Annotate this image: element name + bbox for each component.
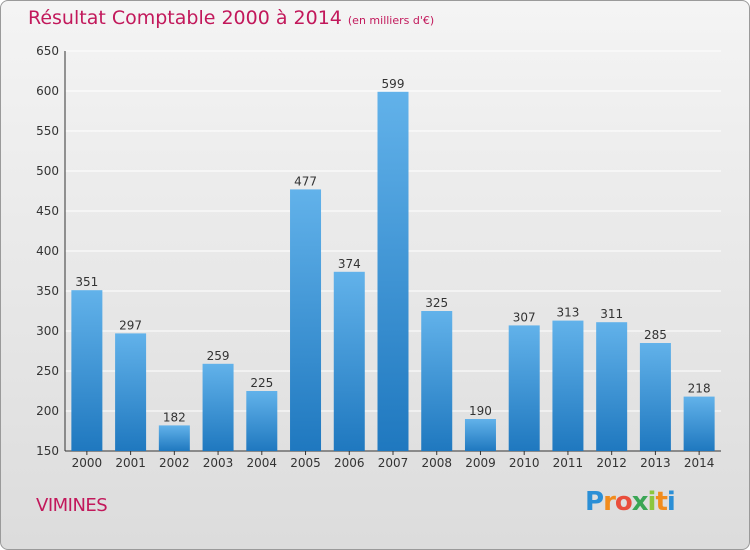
logo-letter: o bbox=[614, 487, 633, 517]
x-tick-label: 2013 bbox=[640, 456, 671, 470]
y-tick-label: 200 bbox=[36, 404, 59, 418]
bar bbox=[683, 396, 715, 451]
bar bbox=[377, 91, 409, 452]
logo-letter: r bbox=[603, 487, 616, 517]
bar bbox=[158, 425, 190, 451]
x-tick-label: 2008 bbox=[421, 456, 452, 470]
y-tick-label: 450 bbox=[36, 204, 59, 218]
bar bbox=[421, 311, 453, 451]
y-tick-label: 650 bbox=[36, 44, 59, 58]
x-tick-label: 2002 bbox=[159, 456, 190, 470]
x-tick-label: 2014 bbox=[684, 456, 715, 470]
bar bbox=[290, 189, 322, 451]
bar bbox=[596, 322, 628, 451]
data-label: 297 bbox=[119, 318, 142, 332]
bar bbox=[333, 271, 365, 451]
data-label: 374 bbox=[338, 257, 361, 271]
bar bbox=[639, 343, 671, 451]
x-tick-label: 2000 bbox=[72, 456, 103, 470]
x-tick-label: 2003 bbox=[203, 456, 234, 470]
x-tick-label: 2012 bbox=[596, 456, 627, 470]
bar bbox=[115, 333, 147, 451]
y-tick-label: 250 bbox=[36, 364, 59, 378]
y-tick-label: 150 bbox=[36, 444, 59, 458]
chart-subtitle: (en milliers d'€) bbox=[347, 14, 435, 27]
data-label: 225 bbox=[250, 376, 273, 390]
chart-title: Résultat Comptable 2000 à 2014 (en millie… bbox=[28, 7, 434, 29]
data-label: 259 bbox=[207, 349, 230, 363]
x-tick-label: 2004 bbox=[247, 456, 278, 470]
y-tick-label: 350 bbox=[36, 284, 59, 298]
commune-name: VIMINES bbox=[36, 495, 108, 516]
logo-letter: x bbox=[631, 487, 649, 517]
logo-letter: t bbox=[655, 487, 667, 517]
data-label: 190 bbox=[469, 404, 492, 418]
data-label: 325 bbox=[425, 296, 448, 310]
data-label: 182 bbox=[163, 410, 186, 424]
data-label: 311 bbox=[600, 307, 623, 321]
bar bbox=[71, 290, 103, 451]
chart-title-text: Résultat Comptable 2000 à 2014 bbox=[28, 7, 342, 29]
data-label: 313 bbox=[556, 306, 579, 320]
x-tick-label: 2006 bbox=[334, 456, 365, 470]
y-tick-label: 300 bbox=[36, 324, 59, 338]
y-tick-label: 400 bbox=[36, 244, 59, 258]
x-tick-label: 2009 bbox=[465, 456, 496, 470]
y-tick-label: 550 bbox=[36, 124, 59, 138]
data-label: 285 bbox=[644, 328, 667, 342]
y-tick-label: 600 bbox=[36, 84, 59, 98]
x-tick-label: 2010 bbox=[509, 456, 540, 470]
data-label: 477 bbox=[294, 174, 317, 188]
bar bbox=[202, 363, 234, 451]
data-label: 218 bbox=[688, 382, 711, 396]
logo-letter: i bbox=[647, 487, 657, 517]
bar bbox=[246, 391, 278, 451]
data-label: 351 bbox=[75, 275, 98, 289]
x-tick-label: 2005 bbox=[290, 456, 321, 470]
x-tick-label: 2007 bbox=[378, 456, 409, 470]
logo-letter: P bbox=[585, 487, 604, 517]
bar bbox=[508, 325, 540, 451]
bar bbox=[464, 419, 496, 451]
proxiti-logo: Proxiti bbox=[585, 487, 676, 517]
bar bbox=[552, 320, 584, 451]
y-tick-label: 500 bbox=[36, 164, 59, 178]
x-tick-label: 2001 bbox=[115, 456, 146, 470]
data-label: 599 bbox=[382, 77, 405, 91]
logo-letter: i bbox=[666, 487, 676, 517]
data-label: 307 bbox=[513, 310, 536, 324]
x-tick-label: 2011 bbox=[553, 456, 584, 470]
